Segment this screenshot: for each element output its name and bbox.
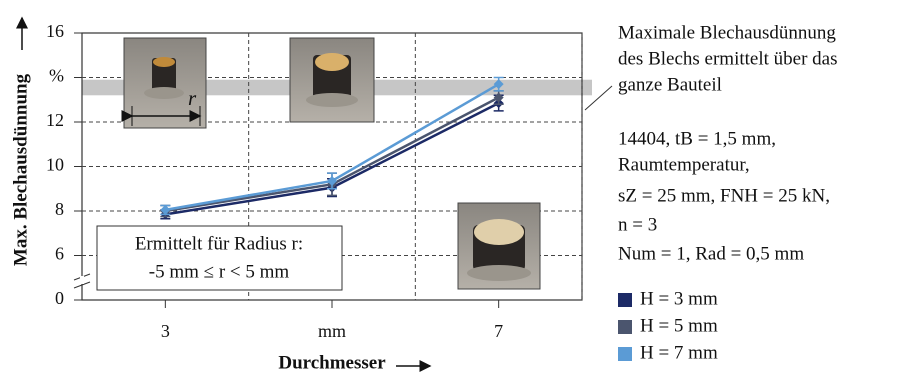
- inset-text: -5 mm ≤ r < 5 mm: [149, 261, 290, 282]
- annotation: des Blechs ermittelt über das: [618, 48, 838, 69]
- x-tick-label: 3: [161, 321, 170, 341]
- y-tick-label: 10: [46, 155, 64, 175]
- condition: n = 3: [618, 214, 657, 235]
- point: [493, 92, 504, 103]
- condition: Num = 1, Rad = 0,5 mm: [618, 243, 804, 264]
- y-tick-label: %: [49, 66, 64, 86]
- x-tick-label: 7: [494, 321, 503, 341]
- y-tick-label: 16: [46, 21, 64, 41]
- y-tick-label: 8: [55, 199, 64, 219]
- axis-break-gap: [80, 276, 84, 284]
- photo: [289, 37, 375, 123]
- legend-swatch: [618, 293, 632, 307]
- condition: Raumtemperatur,: [618, 154, 750, 175]
- annotation: ganze Bauteil: [618, 74, 722, 95]
- point: [160, 204, 171, 215]
- y-tick-label: 0: [55, 288, 64, 308]
- photo-label: r: [188, 86, 197, 110]
- legend-label: H = 7 mm: [640, 342, 718, 363]
- annotation: Maximale Blechausdünnung: [618, 22, 836, 43]
- condition: 14404, tB = 1,5 mm,: [618, 128, 776, 149]
- legend-label: H = 3 mm: [640, 288, 718, 309]
- condition: sZ = 25 mm, FNH = 25 kN,: [618, 185, 830, 206]
- photo: [457, 202, 541, 290]
- legend-swatch: [618, 320, 632, 334]
- legend-label: H = 5 mm: [640, 315, 718, 336]
- x-axis-title: Durchmesser: [278, 352, 386, 373]
- inset-text: Ermittelt für Radius r:: [135, 233, 303, 254]
- point: [493, 79, 504, 90]
- y-tick-label: 12: [46, 110, 64, 130]
- x-tick-label: mm: [318, 321, 346, 341]
- y-axis-title: Max. Blechausdünnung: [10, 73, 31, 266]
- inset-box: [96, 225, 343, 291]
- leader-line: [584, 85, 613, 111]
- point: [327, 175, 337, 186]
- photo: [121, 37, 207, 129]
- y-tick-label: 6: [55, 244, 64, 264]
- legend-swatch: [618, 347, 632, 361]
